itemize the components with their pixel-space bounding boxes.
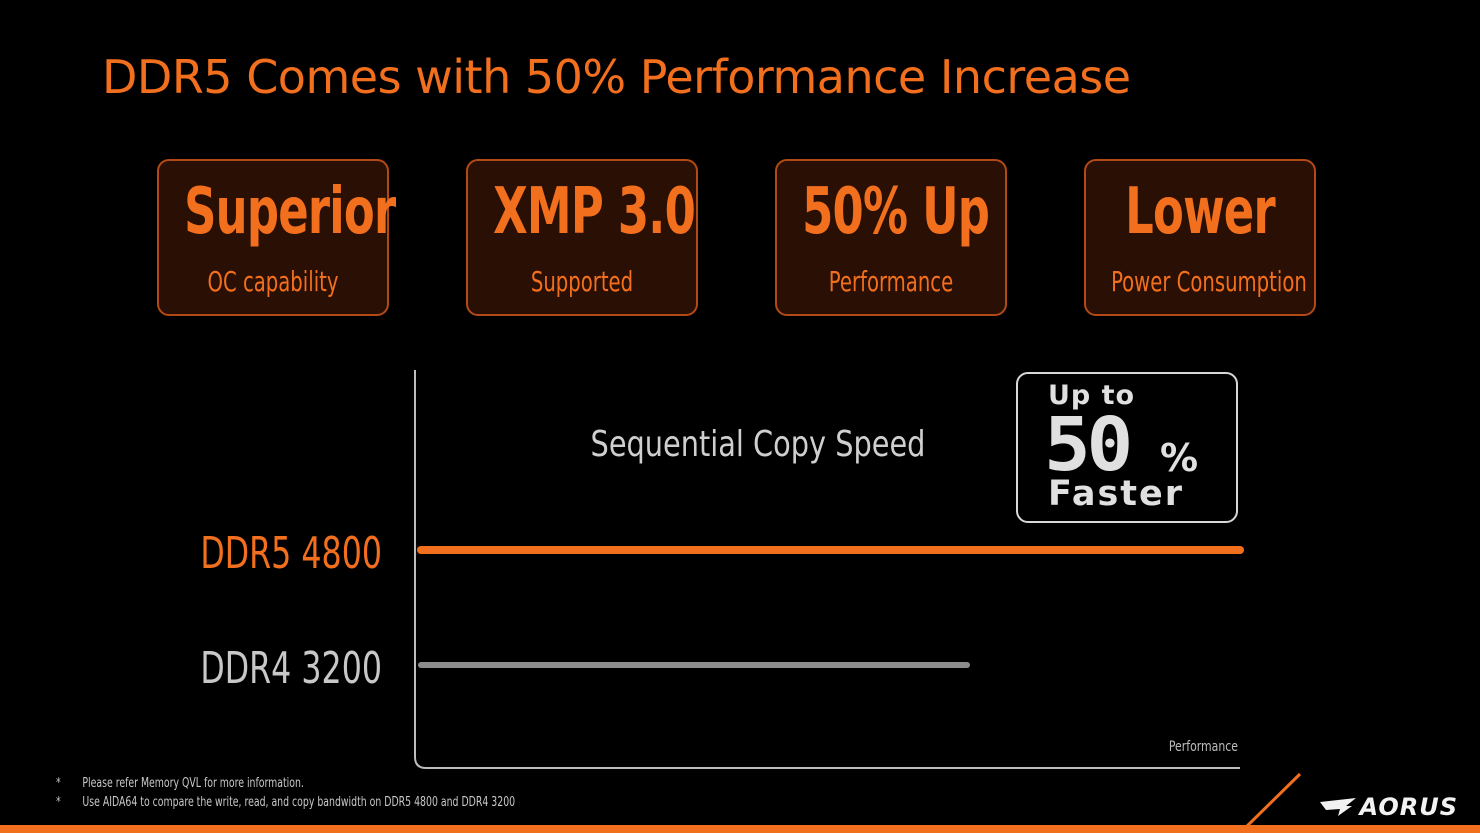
page-title: DDR5 Comes with 50% Performance Increase (102, 50, 1131, 104)
category-label: DDR5 4800 (200, 528, 382, 580)
logo-text: AORUS (1359, 793, 1458, 821)
chart-title: Sequential Copy Speed (591, 423, 926, 465)
badge-line-faster: Faster (1048, 474, 1185, 514)
feature-card-heading: Lower (1125, 175, 1275, 249)
feature-card-heading: Superior (184, 175, 396, 249)
feature-card-performance: 50% Up Performance (775, 159, 1007, 316)
bottom-accent-bar (0, 825, 1480, 833)
footnote-marker: * (56, 776, 61, 791)
footnote-text: Use AIDA64 to compare the write, read, a… (82, 795, 516, 810)
feature-card-caption: Power Consumption (1111, 265, 1307, 298)
badge-line-up-to: Up to (1048, 380, 1136, 411)
feature-card-caption: OC capability (207, 265, 339, 298)
feature-card-xmp: XMP 3.0 Supported (466, 159, 698, 316)
footnote: * Please refer Memory QVL for more inform… (56, 776, 304, 791)
badge-number: 50 (1043, 402, 1133, 488)
feature-card-caption: Supported (530, 265, 634, 298)
aorus-logo: AORUS (1318, 793, 1459, 821)
feature-card-superior: Superior OC capability (157, 159, 396, 316)
corner-slash (1238, 772, 1302, 833)
category-label: DDR4 3200 (200, 643, 382, 695)
faster-badge: Up to 50 % Faster (1016, 372, 1238, 523)
feature-card-heading: XMP 3.0 (493, 175, 696, 249)
footnote-marker: * (56, 795, 61, 810)
feature-card-power: Lower Power Consumption (1084, 159, 1316, 316)
badge-unit: % (1160, 436, 1199, 480)
feature-card-caption: Performance (828, 265, 954, 298)
footnote-text: Please refer Memory QVL for more informa… (82, 776, 304, 791)
footnote: * Use AIDA64 to compare the write, read, … (56, 795, 515, 810)
x-axis-line (414, 756, 1240, 769)
eagle-icon (1319, 798, 1356, 816)
x-axis-label: Performance (1169, 738, 1238, 755)
feature-card-heading: 50% Up (802, 175, 990, 249)
